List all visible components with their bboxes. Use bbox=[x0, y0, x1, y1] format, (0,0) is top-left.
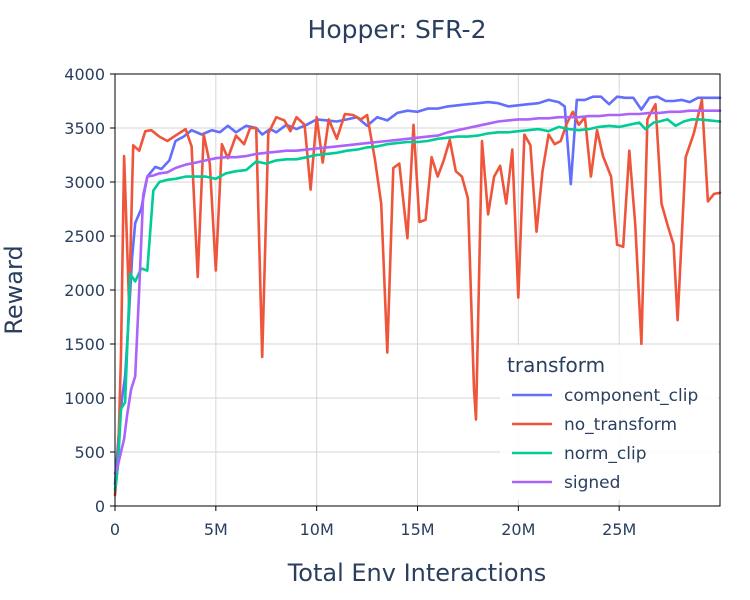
legend-items: component_clip no_transform norm_clipsigne… bbox=[512, 386, 698, 493]
series-line-component-clip bbox=[113, 95, 722, 486]
legend: transform component_clip no_transformnorm… bbox=[500, 345, 718, 500]
y-tick-label: 3500 bbox=[64, 119, 105, 138]
y-tick-label: 500 bbox=[74, 443, 105, 462]
x-tick-label: 10M bbox=[300, 520, 334, 539]
y-axis-ticks: 0 500 1000 1500 2000 2500 3000 3500 4000 bbox=[64, 65, 115, 516]
legend-label-no-transform: no_transform bbox=[564, 415, 677, 435]
y-tick-label: 1500 bbox=[64, 335, 105, 354]
y-tick-label: 2500 bbox=[64, 227, 105, 246]
series-layer bbox=[113, 95, 722, 497]
y-tick-label: 2000 bbox=[64, 281, 105, 300]
x-tick-label: 25M bbox=[602, 520, 636, 539]
series-line-signed bbox=[113, 109, 722, 475]
x-axis-ticks: 0 5M 10M 15M 20M 25M bbox=[110, 506, 636, 539]
series-line-no-transform bbox=[113, 98, 722, 497]
chart-title: Hopper: SFR-2 bbox=[308, 15, 487, 44]
y-tick-label: 0 bbox=[95, 497, 105, 516]
legend-background bbox=[500, 345, 718, 500]
legend-label-signed: signed bbox=[564, 473, 620, 493]
x-tick-label: 0 bbox=[110, 520, 120, 539]
series-line-norm-clip bbox=[113, 118, 722, 492]
x-axis-title: Total Env Interactions bbox=[287, 559, 547, 587]
y-axis-title: Reward bbox=[0, 245, 28, 334]
legend-title: transform bbox=[507, 353, 605, 377]
legend-label-component-clip: component_clip bbox=[564, 386, 698, 406]
x-tick-label: 20M bbox=[501, 520, 535, 539]
x-tick-label: 15M bbox=[400, 520, 434, 539]
legend-label-norm-clip: norm_clip bbox=[564, 444, 647, 464]
y-tick-label: 1000 bbox=[64, 389, 105, 408]
y-tick-label: 3000 bbox=[64, 173, 105, 192]
x-tick-label: 5M bbox=[204, 520, 228, 539]
y-tick-label: 4000 bbox=[64, 65, 105, 84]
